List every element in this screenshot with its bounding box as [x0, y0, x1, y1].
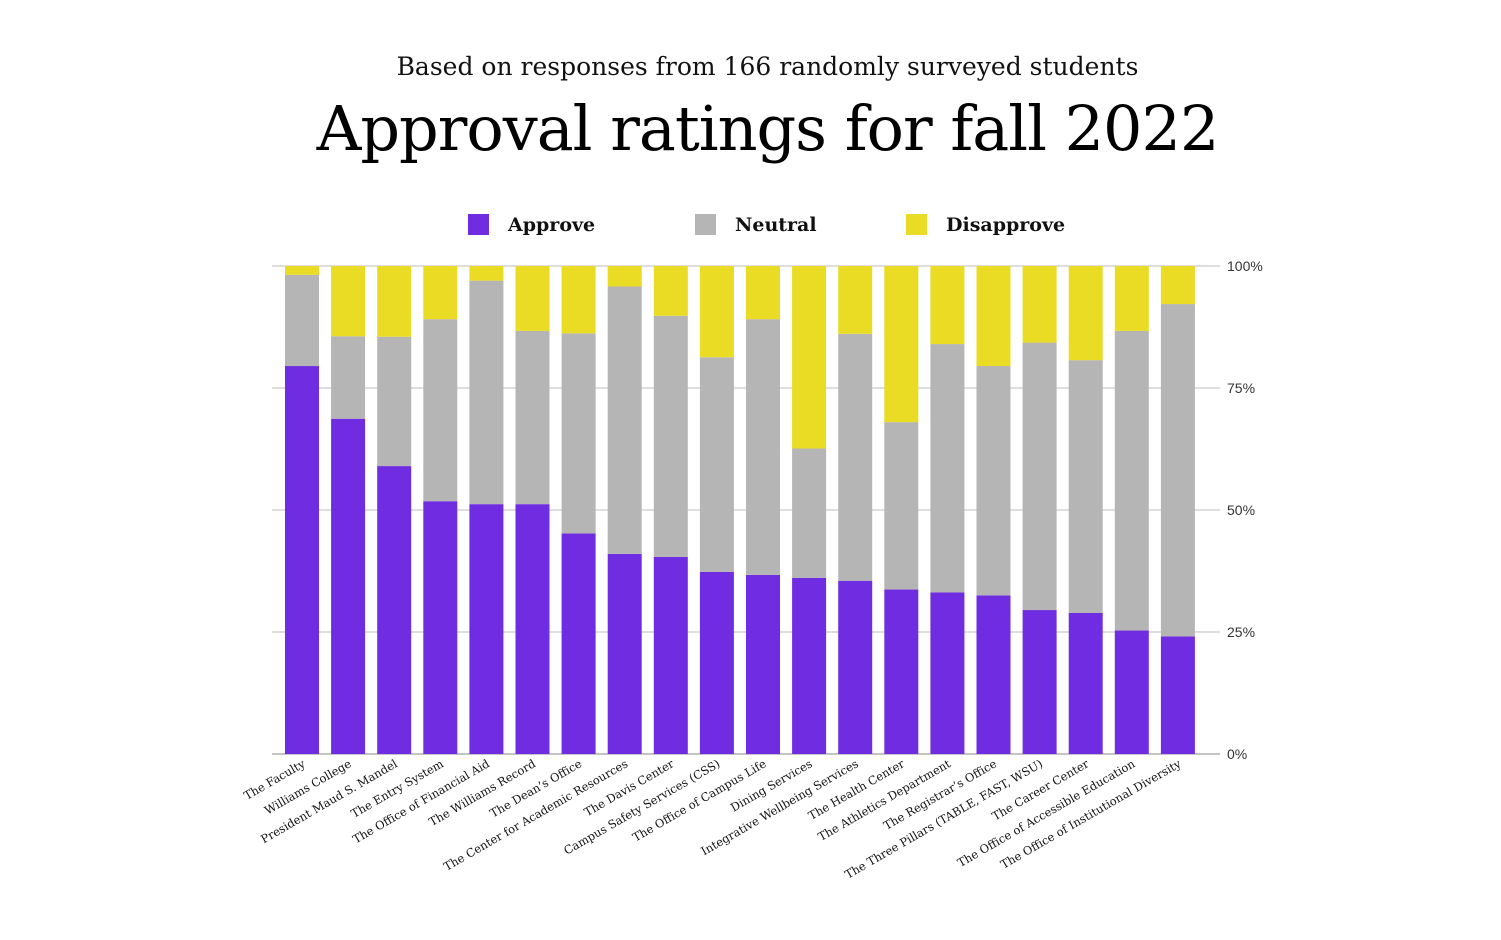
bar-approve [792, 577, 827, 754]
bar-approve [423, 501, 458, 754]
bar-approve [1068, 612, 1103, 754]
bar-neutral [838, 333, 873, 581]
bar-approve [607, 553, 642, 754]
bar-disapprove [561, 266, 596, 334]
bar-neutral [377, 336, 412, 467]
bar-neutral [1114, 330, 1149, 631]
bar-disapprove [1068, 266, 1103, 361]
bar-disapprove [884, 266, 919, 423]
bar-neutral [331, 336, 366, 419]
bar-neutral [515, 330, 550, 505]
bar-approve [1114, 630, 1149, 754]
bar-neutral [1022, 342, 1057, 611]
bar-neutral [653, 315, 688, 557]
bar-approve [331, 418, 366, 754]
bar-approve [930, 592, 965, 754]
bar-approve [746, 574, 780, 754]
bar-approve [561, 533, 596, 754]
bars [285, 266, 1195, 754]
bar-neutral [285, 274, 319, 367]
bar-approve [285, 366, 319, 754]
y-axis: 100% 75% 50% 25% 0% [1227, 258, 1263, 762]
bar-disapprove [699, 266, 734, 358]
bar-approve [699, 571, 734, 754]
bar-disapprove [1114, 266, 1149, 331]
y-tick-label: 75% [1227, 380, 1255, 396]
y-tick-label: 50% [1227, 502, 1255, 518]
legend-label-neutral: Neutral [735, 214, 817, 236]
bar-neutral [976, 366, 1011, 596]
bar-disapprove [838, 266, 873, 334]
bar-approve [377, 466, 412, 754]
bar-disapprove [515, 266, 550, 331]
bar-approve [1160, 636, 1195, 754]
bar-neutral [423, 319, 458, 502]
bar-disapprove [976, 266, 1011, 367]
bar-neutral [884, 422, 919, 590]
bar-neutral [1068, 360, 1103, 613]
bar-neutral [746, 319, 780, 575]
legend-swatch-neutral [695, 214, 716, 235]
legend: Approve Neutral Disapprove [468, 214, 1065, 236]
bar-approve [469, 504, 504, 754]
bar-neutral [699, 357, 734, 572]
legend-swatch-approve [468, 214, 489, 235]
bar-neutral [469, 280, 504, 505]
bar-disapprove [285, 266, 319, 275]
y-tick-label: 100% [1227, 258, 1263, 274]
bar-disapprove [1160, 266, 1195, 305]
bar-approve [976, 595, 1011, 754]
bar-neutral [792, 448, 827, 578]
legend-label-disapprove: Disapprove [946, 214, 1065, 236]
y-tick-label: 25% [1227, 624, 1255, 640]
bar-approve [653, 556, 688, 754]
bar-disapprove [746, 266, 780, 320]
bar-disapprove [469, 266, 504, 281]
bar-neutral [1160, 304, 1195, 637]
bar-disapprove [377, 266, 412, 337]
bar-disapprove [1022, 266, 1057, 343]
bar-neutral [561, 333, 596, 534]
bar-disapprove [792, 266, 827, 449]
chart-subtitle: Based on responses from 166 randomly sur… [396, 52, 1139, 81]
bar-approve [515, 504, 550, 754]
bar-approve [1022, 610, 1057, 754]
bar-disapprove [423, 266, 458, 320]
legend-label-approve: Approve [507, 214, 595, 236]
bar-neutral [607, 286, 642, 554]
y-tick-label: 0% [1227, 746, 1247, 762]
bar-disapprove [930, 266, 965, 345]
bar-disapprove [607, 266, 642, 287]
bar-disapprove [653, 266, 688, 316]
bar-neutral [930, 344, 965, 593]
chart-title: Approval ratings for fall 2022 [316, 92, 1220, 165]
legend-swatch-disapprove [906, 214, 927, 235]
bar-approve [838, 580, 873, 754]
bar-disapprove [331, 266, 366, 337]
bar-approve [884, 589, 919, 754]
